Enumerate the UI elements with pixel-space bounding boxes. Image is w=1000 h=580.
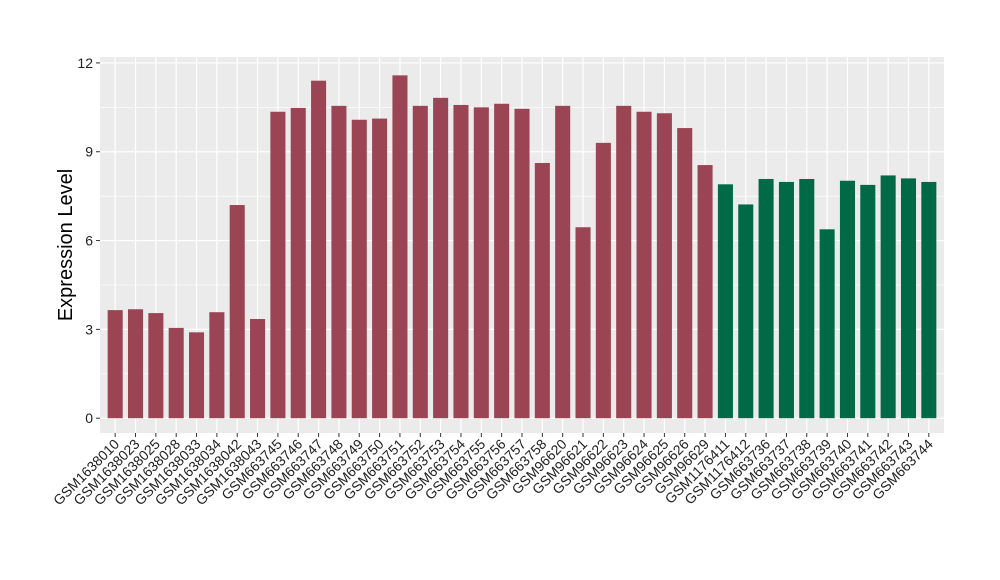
- bar-GSM96625: [656, 113, 672, 419]
- bar-GSM663749: [351, 119, 367, 419]
- bars: [107, 75, 937, 419]
- bar-GSM96622: [595, 142, 611, 419]
- y-tick-label: 12: [77, 55, 93, 71]
- bar-GSM96623: [616, 105, 632, 419]
- bar-GSM663746: [290, 107, 306, 419]
- y-tick-label: 9: [85, 144, 93, 160]
- bar-GSM96621: [575, 227, 591, 419]
- bar-GSM663743: [900, 178, 917, 419]
- bar-GSM663742: [880, 175, 896, 419]
- bar-GSM1638010: [107, 310, 123, 419]
- bar-GSM96620: [555, 105, 571, 419]
- bar-GSM1638033: [189, 332, 205, 419]
- bar-GSM663739: [819, 229, 835, 419]
- bar-GSM663757: [514, 108, 530, 419]
- bar-GSM663747: [311, 80, 327, 419]
- bar-GSM663748: [331, 105, 347, 419]
- bar-GSM663752: [412, 105, 428, 419]
- y-tick-label: 0: [85, 410, 93, 426]
- bar-GSM663758: [534, 162, 550, 419]
- bar-GSM96624: [636, 111, 652, 419]
- bar-GSM1638025: [148, 313, 164, 419]
- bar-GSM1638034: [209, 312, 225, 419]
- bar-GSM1176411: [717, 184, 733, 419]
- bar-GSM663755: [473, 107, 489, 419]
- bar-GSM663738: [799, 178, 815, 419]
- bar-GSM663756: [494, 103, 510, 419]
- x-axis: GSM1638010GSM1638023GSM1638025GSM1638028…: [50, 433, 936, 508]
- bar-GSM663736: [758, 178, 774, 419]
- bar-GSM663750: [372, 118, 388, 419]
- bar-GSM663744: [921, 181, 937, 419]
- bar-GSM663740: [839, 180, 855, 419]
- bar-GSM663751: [392, 75, 408, 419]
- bar-GSM663741: [860, 184, 876, 419]
- bar-GSM663745: [270, 111, 286, 419]
- y-tick-label: 3: [85, 321, 93, 337]
- bar-GSM1176412: [738, 204, 754, 419]
- y-tick-label: 6: [85, 233, 93, 249]
- y-axis: 0 3 6 9 12: [77, 55, 100, 426]
- bar-GSM1638028: [168, 327, 184, 419]
- bar-GSM663753: [433, 97, 449, 419]
- bar-GSM663754: [453, 104, 469, 419]
- bar-GSM663737: [778, 181, 794, 419]
- bar-GSM96626: [677, 128, 693, 419]
- y-axis-title: Expression Level: [55, 169, 77, 321]
- bar-GSM1638043: [250, 319, 266, 419]
- bar-GSM96629: [697, 165, 713, 419]
- bar-GSM1638042: [229, 205, 245, 419]
- bar-GSM1638023: [127, 309, 144, 419]
